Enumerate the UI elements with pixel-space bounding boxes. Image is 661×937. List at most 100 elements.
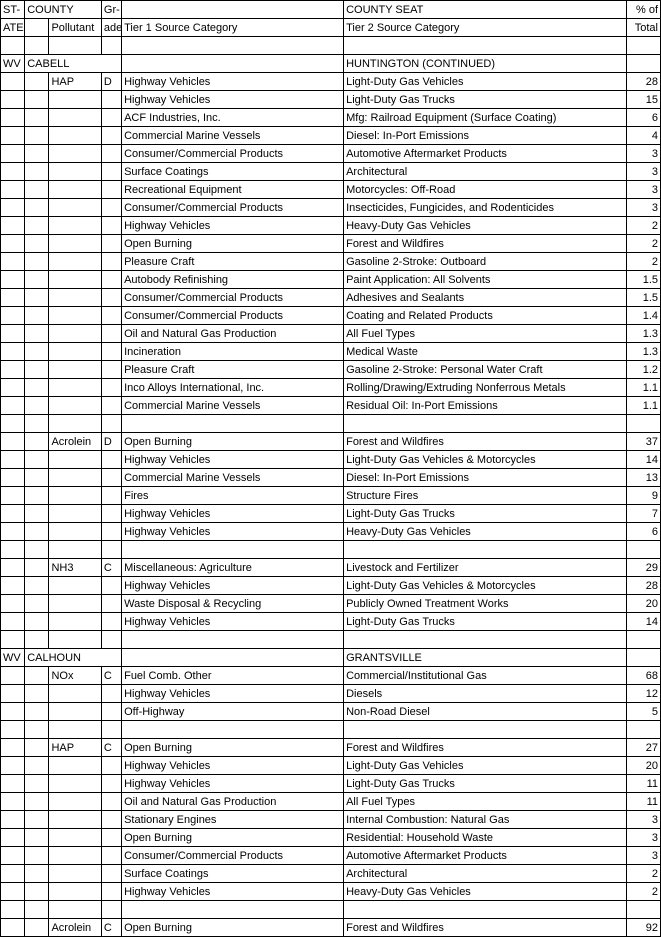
cell bbox=[101, 505, 121, 523]
cell: 2 bbox=[626, 865, 660, 883]
cell bbox=[25, 361, 49, 379]
cell: 2 bbox=[626, 883, 660, 901]
table-row: Oil and Natural Gas ProductionAll Fuel T… bbox=[1, 793, 661, 811]
cell: 2 bbox=[626, 253, 660, 271]
cell bbox=[1, 685, 25, 703]
cell bbox=[1, 37, 25, 55]
cell bbox=[1, 667, 25, 685]
cell: Automotive Aftermarket Products bbox=[344, 145, 627, 163]
cell bbox=[1, 919, 25, 937]
cell: Highway Vehicles bbox=[122, 451, 344, 469]
cell: Consumer/Commercial Products bbox=[122, 145, 344, 163]
header-cell: ST- bbox=[1, 1, 25, 19]
table-row bbox=[1, 541, 661, 559]
cell: Off-Highway bbox=[122, 703, 344, 721]
cell bbox=[122, 415, 344, 433]
cell bbox=[25, 199, 49, 217]
cell: Diesels bbox=[344, 685, 627, 703]
cell bbox=[25, 559, 49, 577]
cell bbox=[101, 883, 121, 901]
cell: Acrolein bbox=[49, 433, 101, 451]
cell bbox=[49, 505, 101, 523]
cell bbox=[25, 145, 49, 163]
cell: Highway Vehicles bbox=[122, 775, 344, 793]
cell bbox=[25, 73, 49, 91]
cell bbox=[25, 217, 49, 235]
cell bbox=[49, 613, 101, 631]
table-row: Inco Alloys International, Inc.Rolling/D… bbox=[1, 379, 661, 397]
cell: GRANTSVILLE bbox=[344, 649, 627, 667]
cell bbox=[344, 901, 627, 919]
table-row: ACF Industries, Inc.Mfg: Railroad Equipm… bbox=[1, 109, 661, 127]
cell bbox=[1, 433, 25, 451]
cell: Adhesives and Sealants bbox=[344, 289, 627, 307]
table-row: Highway VehiclesLight-Duty Gas Vehicles … bbox=[1, 451, 661, 469]
cell: Light-Duty Gas Trucks bbox=[344, 613, 627, 631]
cell: HAP bbox=[49, 739, 101, 757]
cell bbox=[101, 289, 121, 307]
cell: Highway Vehicles bbox=[122, 685, 344, 703]
cell bbox=[25, 523, 49, 541]
cell: Oil and Natural Gas Production bbox=[122, 793, 344, 811]
cell bbox=[49, 217, 101, 235]
cell bbox=[25, 739, 49, 757]
table-row: Consumer/Commercial ProductsAutomotive A… bbox=[1, 847, 661, 865]
cell: Light-Duty Gas Trucks bbox=[344, 91, 627, 109]
cell bbox=[626, 55, 660, 73]
cell bbox=[25, 397, 49, 415]
cell: 1.3 bbox=[626, 325, 660, 343]
cell: Heavy-Duty Gas Vehicles bbox=[344, 217, 627, 235]
cell bbox=[122, 37, 344, 55]
table-row: WVCALHOUNGRANTSVILLE bbox=[1, 649, 661, 667]
cell bbox=[1, 235, 25, 253]
header-cell: COUNTY bbox=[25, 1, 102, 19]
cell: Forest and Wildfires bbox=[344, 919, 627, 937]
cell bbox=[25, 829, 49, 847]
cell: 1.4 bbox=[626, 307, 660, 325]
cell bbox=[25, 811, 49, 829]
cell bbox=[101, 847, 121, 865]
cell: D bbox=[101, 73, 121, 91]
cell bbox=[101, 541, 121, 559]
cell: Light-Duty Gas Vehicles bbox=[344, 757, 627, 775]
cell: Highway Vehicles bbox=[122, 613, 344, 631]
cell bbox=[101, 199, 121, 217]
cell bbox=[1, 289, 25, 307]
cell bbox=[1, 793, 25, 811]
cell: Highway Vehicles bbox=[122, 577, 344, 595]
cell bbox=[25, 793, 49, 811]
cell bbox=[25, 37, 49, 55]
cell: NOx bbox=[49, 667, 101, 685]
cell bbox=[101, 379, 121, 397]
table-row bbox=[1, 415, 661, 433]
cell: Autobody Refinishing bbox=[122, 271, 344, 289]
cell bbox=[25, 271, 49, 289]
cell bbox=[1, 631, 25, 649]
cell: 20 bbox=[626, 595, 660, 613]
cell: Residual Oil: In-Port Emissions bbox=[344, 397, 627, 415]
cell: Automotive Aftermarket Products bbox=[344, 847, 627, 865]
cell bbox=[101, 685, 121, 703]
cell bbox=[49, 289, 101, 307]
cell: 27 bbox=[626, 739, 660, 757]
cell bbox=[1, 865, 25, 883]
cell bbox=[49, 793, 101, 811]
cell: Diesel: In-Port Emissions bbox=[344, 469, 627, 487]
cell bbox=[1, 703, 25, 721]
cell bbox=[122, 631, 344, 649]
cell: Pleasure Craft bbox=[122, 253, 344, 271]
table-row: Commercial Marine VesselsDiesel: In-Port… bbox=[1, 469, 661, 487]
cell bbox=[25, 487, 49, 505]
cell bbox=[25, 253, 49, 271]
cell: 4 bbox=[626, 127, 660, 145]
cell bbox=[101, 487, 121, 505]
cell: Tier 1 Source Category bbox=[122, 19, 344, 37]
cell: 13 bbox=[626, 469, 660, 487]
table-row: Consumer/Commercial ProductsCoating and … bbox=[1, 307, 661, 325]
cell bbox=[25, 847, 49, 865]
cell: Residential: Household Waste bbox=[344, 829, 627, 847]
table-row: Consumer/Commercial ProductsInsecticides… bbox=[1, 199, 661, 217]
cell: 68 bbox=[626, 667, 660, 685]
cell: Gasoline 2-Stroke: Personal Water Craft bbox=[344, 361, 627, 379]
table-row: AcroleinDOpen BurningForest and Wildfire… bbox=[1, 433, 661, 451]
